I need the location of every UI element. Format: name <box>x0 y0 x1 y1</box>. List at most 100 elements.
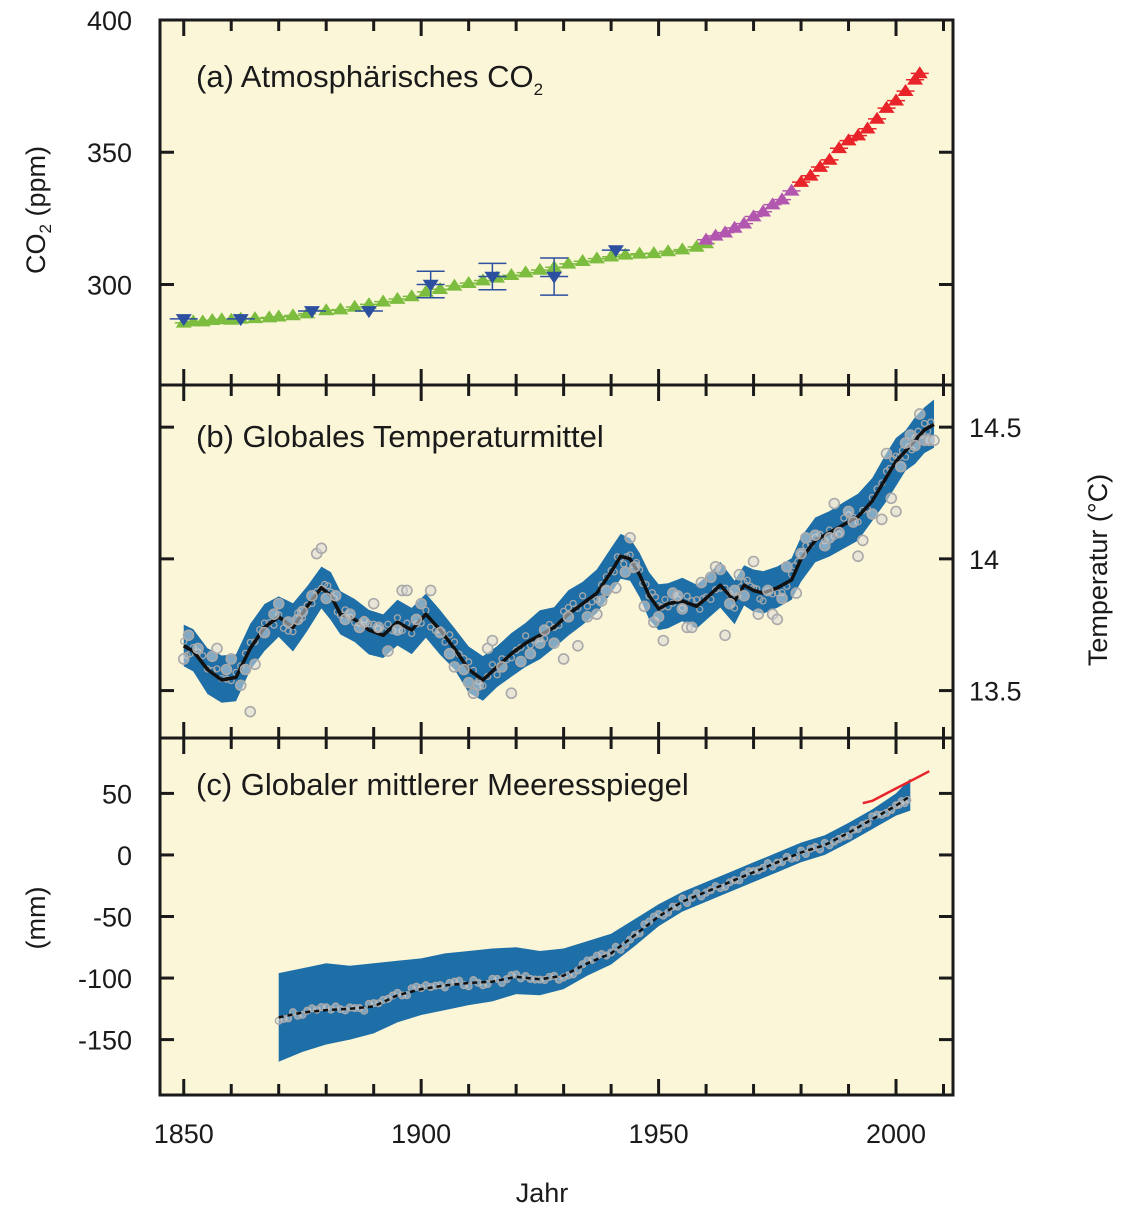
temperature-annual-point <box>382 645 394 657</box>
x-tick-label: 1900 <box>391 1119 451 1149</box>
temperature-annual-point <box>329 589 342 602</box>
co2-data-point <box>446 278 463 291</box>
temperature-inband-point <box>493 671 501 679</box>
temperature-annual-point <box>225 653 238 665</box>
panel-b-title: (b) Globales Temperaturmittel <box>196 419 604 454</box>
temperature-annual-point <box>738 589 750 602</box>
co2-data-point <box>897 83 914 96</box>
temperature-annual-point <box>239 663 252 676</box>
panel-frames <box>158 18 955 1097</box>
temperature-annual-point <box>486 634 499 647</box>
y-tick-label: 14.5 <box>969 413 1022 443</box>
co2-data-point <box>503 268 520 281</box>
co2-data-point <box>546 271 563 284</box>
temperature-annual-point <box>890 505 902 518</box>
temperature-annual-point <box>177 653 190 665</box>
temperature-annual-point <box>410 613 423 626</box>
co2-data-point <box>774 192 791 205</box>
temperature-annual-point <box>676 603 689 615</box>
temperature-annual-point <box>671 589 684 602</box>
temperature-inband-point <box>564 603 573 612</box>
y-tick-label: 0 <box>117 841 132 871</box>
co2-data-point <box>560 256 577 269</box>
temperature-annual-point <box>306 589 318 602</box>
co2-data-point <box>707 228 724 241</box>
temperature-inband-point <box>203 665 212 673</box>
temperature-annual-point <box>358 616 370 628</box>
panel-a-co2: 300 350 400 <box>87 6 953 385</box>
temperature-annual-point <box>695 576 708 589</box>
co2-data-point <box>588 251 605 264</box>
co2-data-point <box>403 289 420 302</box>
temperature-annual-point <box>424 584 437 597</box>
sea-level-annual-point <box>360 1006 369 1015</box>
co2-data-point <box>755 204 772 217</box>
temperature-annual-point <box>652 611 665 623</box>
y-tick-label: 13.5 <box>969 677 1022 707</box>
temperature-annual-point <box>496 661 508 673</box>
temperature-annual-point <box>885 492 898 505</box>
panel-frame <box>158 736 955 1097</box>
temperature-annual-point <box>610 582 622 594</box>
temperature-annual-point <box>790 587 803 599</box>
co2-data-point <box>764 197 781 210</box>
temperature-annual-point <box>928 434 940 447</box>
co2-data-point <box>574 254 591 267</box>
co2-data-point <box>783 183 800 196</box>
co2-data-point <box>840 133 857 146</box>
temperature-annual-point <box>268 608 280 620</box>
temperature-annual-point <box>629 560 641 573</box>
temperature-annual-point <box>909 439 921 452</box>
co2-data-point <box>907 72 924 85</box>
temperature-annual-point <box>581 611 594 623</box>
temperature-annual-point <box>833 526 845 539</box>
x-tick-label: 2000 <box>866 1119 926 1149</box>
temperature-inband-point <box>583 602 592 610</box>
temperature-inband-point <box>743 576 751 584</box>
x-tick-label: 1950 <box>629 1119 689 1149</box>
temperature-annual-point <box>747 555 760 568</box>
temperature-annual-point <box>538 624 551 636</box>
co2-data-point <box>360 306 377 319</box>
temperature-annual-point <box>619 566 632 578</box>
co2-data-point <box>531 262 548 275</box>
panel-c-title: (c) Globaler mittlerer Meeresspiegel <box>196 767 689 802</box>
temperature-annual-point <box>548 637 560 649</box>
temperature-annual-point <box>320 592 332 605</box>
temperature-annual-point <box>600 584 613 597</box>
co2-data-point <box>793 174 810 187</box>
temperature-annual-point <box>372 621 385 634</box>
co2-data-point <box>303 306 320 319</box>
temperature-inband-point <box>696 605 704 613</box>
temperature-annual-point <box>458 663 470 676</box>
temperature-annual-point <box>724 597 736 610</box>
temperature-annual-point <box>367 597 380 610</box>
temperature-annual-point <box>182 629 195 642</box>
co2-data-point <box>432 282 449 295</box>
temperature-inband-point <box>759 597 767 605</box>
x-tick-label: 1850 <box>154 1119 214 1149</box>
temperature-annual-point <box>828 497 841 510</box>
temperature-inband-point <box>840 514 848 522</box>
temperature-annual-point <box>443 647 456 660</box>
temperature-inband-point <box>661 595 669 604</box>
temperature-annual-point <box>249 658 261 671</box>
temperature-inband-point <box>488 660 497 669</box>
temperature-annual-point <box>752 608 765 620</box>
temperature-annual-point <box>462 676 475 689</box>
co2-data-point <box>460 275 477 288</box>
temperature-annual-point <box>595 595 608 607</box>
temperature-annual-point <box>866 508 879 520</box>
panel-c-sea-level: -150 -100 -50 0 50 1850 1900 1950 2000 <box>78 738 953 1149</box>
sea-level-annual-point <box>464 982 473 991</box>
temperature-annual-point <box>524 647 537 660</box>
co2-data-point <box>717 225 734 238</box>
temperature-annual-point <box>795 547 807 560</box>
y-tick-label: 400 <box>87 6 132 36</box>
co2-data-point <box>888 93 905 106</box>
co2-data-point <box>859 121 876 134</box>
temperature-annual-point <box>534 637 546 649</box>
co2-data-point <box>389 291 406 304</box>
panel-b-temperature: 13.5 14 14.5 <box>160 385 1022 738</box>
